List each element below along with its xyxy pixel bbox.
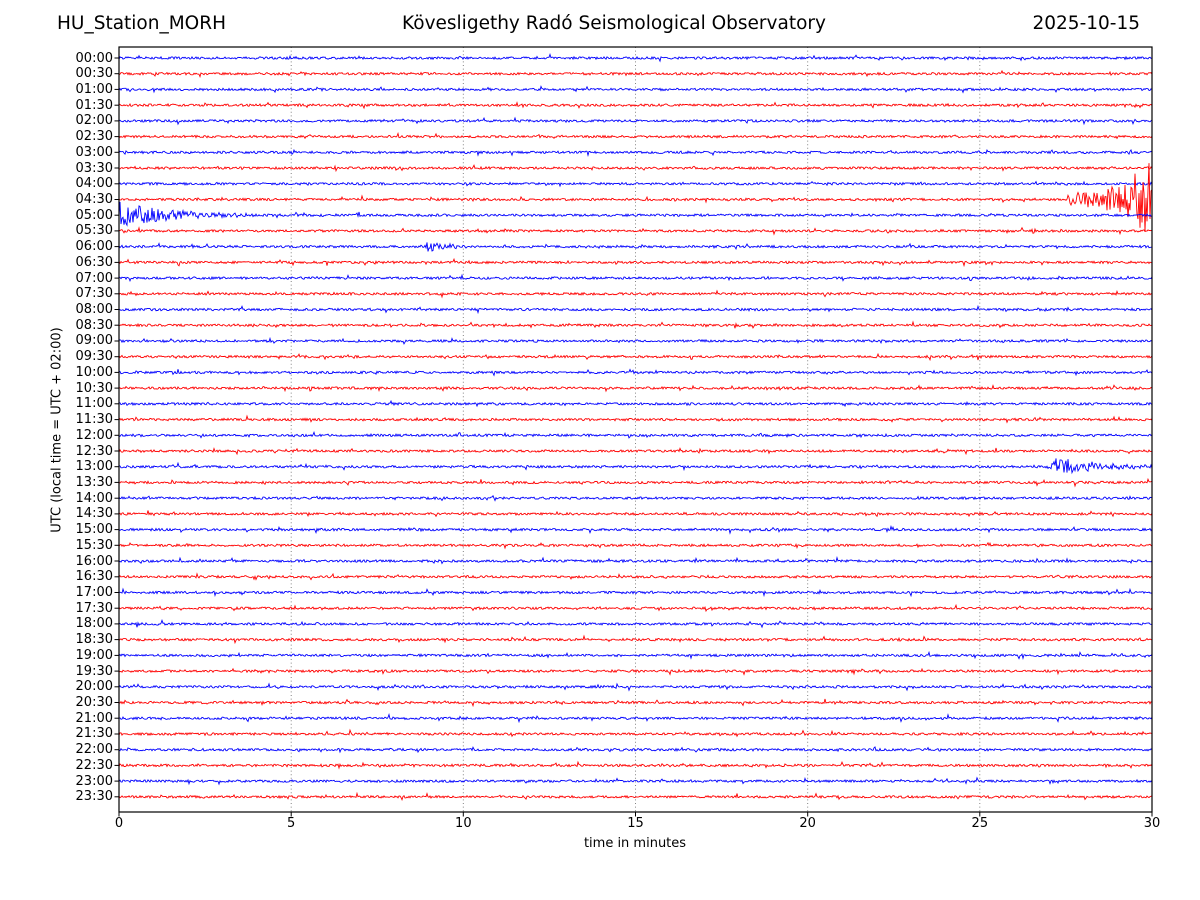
y-tick-label: 05:00: [75, 207, 113, 223]
y-tick-label: 16:00: [75, 553, 113, 569]
y-tick-label: 03:00: [75, 144, 113, 160]
x-tick-label: 5: [287, 816, 296, 831]
y-tick-label: 00:30: [75, 66, 113, 82]
y-tick-label: 00:00: [75, 50, 113, 66]
y-tick-label: 05:30: [75, 223, 113, 239]
y-tick-label: 15:30: [75, 537, 113, 553]
x-tick-label: 0: [114, 816, 124, 831]
y-tick-label: 09:30: [75, 349, 113, 365]
y-tick-label: 09:00: [75, 333, 113, 349]
y-tick-label: 19:00: [75, 647, 113, 663]
y-tick-label: 18:30: [75, 632, 113, 648]
observatory-title: Kövesligethy Radó Seismological Observat…: [402, 13, 826, 34]
y-tick-label: 20:00: [75, 679, 113, 695]
y-tick-label: 08:00: [75, 302, 113, 318]
x-tick-label: 20: [799, 816, 816, 831]
y-tick-label: 15:00: [75, 522, 113, 538]
y-tick-label: 11:00: [75, 396, 113, 412]
y-tick-label: 12:30: [75, 443, 113, 459]
x-tick-label: 15: [627, 816, 644, 831]
y-tick-label: 22:30: [75, 757, 113, 773]
y-tick-label: 14:30: [75, 506, 113, 522]
y-tick-label: 13:30: [75, 474, 113, 490]
y-tick-label: 10:00: [75, 364, 113, 380]
y-tick-label: 07:00: [75, 270, 113, 286]
y-tick-label: 13:00: [75, 459, 113, 475]
y-tick-label: 07:30: [75, 286, 113, 302]
station-title: HU_Station_MORH: [57, 13, 227, 34]
y-tick-label: 21:00: [75, 710, 113, 726]
y-tick-label: 11:30: [75, 412, 113, 428]
y-tick-label: 23:30: [75, 789, 113, 805]
y-tick-label: 01:00: [75, 81, 113, 97]
y-tick-label: 12:00: [75, 427, 113, 443]
y-tick-label: 23:00: [75, 773, 113, 789]
y-tick-label: 17:30: [75, 600, 113, 616]
y-tick-label: 19:30: [75, 663, 113, 679]
y-tick-label: 06:00: [75, 239, 113, 255]
y-tick-label: 21:30: [75, 726, 113, 742]
y-tick-label: 03:30: [75, 160, 113, 176]
x-axis-label: time in minutes: [583, 836, 687, 851]
y-tick-label: 14:00: [75, 490, 113, 506]
x-tick-label: 30: [1143, 816, 1161, 831]
x-tick-label: 10: [455, 816, 472, 831]
y-tick-label: 18:00: [75, 616, 113, 632]
y-tick-label: 17:00: [75, 584, 113, 600]
y-tick-label: 20:30: [75, 695, 113, 711]
y-tick-label: 02:30: [75, 129, 113, 145]
y-tick-label: 16:30: [75, 569, 113, 585]
y-tick-label: 04:30: [75, 191, 113, 207]
y-tick-label: 01:30: [75, 97, 113, 113]
y-tick-label: 08:30: [75, 317, 113, 333]
date-label: 2025-10-15: [1032, 13, 1140, 34]
x-tick-label: 25: [971, 816, 989, 831]
y-tick-label: 10:30: [75, 380, 113, 396]
y-tick-label: 06:30: [75, 254, 113, 270]
y-tick-label: 04:00: [75, 176, 113, 192]
y-tick-label: 02:00: [75, 113, 113, 129]
y-tick-label: 22:00: [75, 742, 113, 758]
